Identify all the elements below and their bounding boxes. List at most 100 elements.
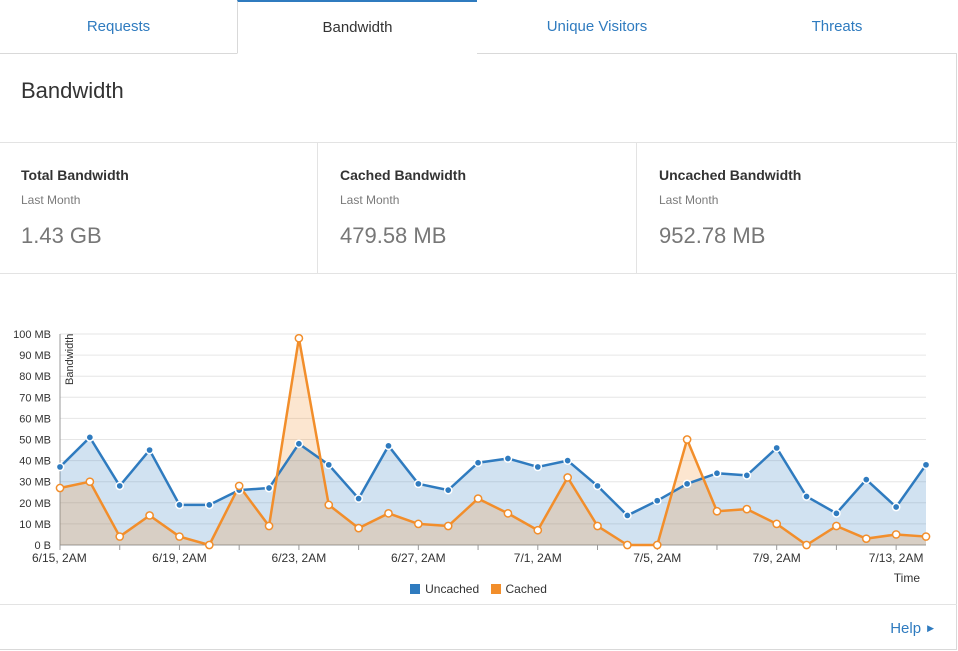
uncached-line: [59, 436, 928, 517]
y-tick-label: 0 B: [34, 540, 51, 552]
y-tick-label: 20 MB: [19, 498, 51, 510]
stat-period: Last Month: [21, 193, 81, 207]
divider: [0, 604, 957, 605]
uncached-point: [55, 462, 65, 472]
uncached-area: [60, 437, 926, 545]
cached-point: [473, 494, 483, 503]
cached-point: [891, 530, 901, 539]
legend-label: Uncached: [425, 582, 480, 596]
uncached-point: [175, 500, 184, 510]
uncached-point: [682, 479, 692, 489]
cached-point: [921, 532, 931, 541]
uncached-point: [861, 475, 871, 484]
cached-point: [85, 477, 95, 487]
uncached-point: [623, 511, 632, 520]
uncached-point: [384, 441, 393, 451]
chart-legend: Uncached Cached: [0, 582, 957, 597]
help-link[interactable]: Help ▶: [890, 620, 934, 637]
x-axis-title: Time: [894, 571, 921, 585]
x-tick-label: 7/5, 2AM: [633, 551, 681, 565]
help-label: Help: [890, 620, 922, 637]
y-tick-label: 10 MB: [19, 519, 51, 531]
uncached-point: [324, 460, 334, 470]
section-title: Bandwidth: [21, 78, 124, 103]
uncached-point: [712, 468, 722, 478]
stat-uncached-bandwidth: Uncached Bandwidth Last Month 952.78 MB: [638, 143, 957, 273]
stat-value: 479.58 MB: [340, 223, 447, 248]
y-tick-label: 30 MB: [19, 477, 51, 489]
uncached-point: [443, 485, 453, 495]
y-tick-label: 50 MB: [19, 435, 51, 447]
cached-point: [115, 532, 125, 541]
divider: [636, 143, 637, 273]
y-tick-label: 80 MB: [19, 371, 51, 383]
tab-unique-visitors[interactable]: Unique Visitors: [477, 0, 718, 54]
stat-total-bandwidth: Total Bandwidth Last Month 1.43 GB: [0, 143, 317, 273]
cached-point: [832, 521, 841, 531]
cached-point: [145, 511, 154, 520]
cached-point: [652, 540, 662, 550]
uncached-point: [593, 481, 602, 491]
uncached-point: [85, 433, 95, 442]
cached-point: [503, 508, 513, 518]
x-tick-label: 7/13, 2AM: [869, 551, 924, 565]
uncached-point: [294, 439, 304, 449]
cached-point: [682, 435, 692, 444]
cached-swatch-icon: [490, 584, 501, 594]
y-tick-label: 100 MB: [13, 329, 51, 341]
stat-label: Uncached Bandwidth: [659, 167, 802, 183]
cached-point: [443, 521, 453, 531]
cached-point: [623, 540, 632, 550]
uncached-point: [891, 502, 901, 512]
uncached-point: [742, 471, 752, 480]
stat-cached-bandwidth: Cached Bandwidth Last Month 479.58 MB: [319, 143, 636, 273]
cached-point: [861, 534, 871, 544]
cached-point: [294, 333, 304, 343]
uncached-point: [503, 454, 513, 463]
cached-point: [712, 506, 722, 516]
uncached-point: [921, 460, 931, 470]
cached-point: [772, 519, 782, 529]
legend-item-cached[interactable]: Cached: [490, 582, 547, 596]
stat-value: 1.43 GB: [21, 223, 102, 248]
cached-point: [563, 473, 573, 482]
legend-item-uncached[interactable]: Uncached: [410, 582, 479, 596]
uncached-point: [204, 500, 214, 510]
stat-period: Last Month: [340, 193, 400, 207]
cached-point: [354, 523, 363, 533]
y-axis-title: Bandwidth: [64, 334, 76, 385]
x-tick-label: 6/15, 2AM: [32, 551, 87, 565]
cached-point: [204, 540, 214, 550]
tab-bandwidth[interactable]: Bandwidth: [237, 0, 478, 54]
divider: [0, 142, 957, 143]
x-tick-label: 7/9, 2AM: [753, 551, 801, 565]
cached-point: [55, 483, 65, 493]
cached-point: [742, 504, 752, 514]
uncached-point: [563, 456, 573, 465]
cached-line: [59, 336, 927, 547]
tab-threats[interactable]: Threats: [717, 0, 957, 54]
uncached-point: [354, 494, 363, 503]
cached-point: [413, 519, 423, 529]
uncached-swatch-icon: [410, 584, 421, 594]
cached-point: [533, 525, 543, 535]
uncached-point: [413, 479, 423, 489]
tab-requests[interactable]: Requests: [0, 0, 238, 54]
uncached-point: [772, 443, 782, 453]
divider: [0, 273, 957, 274]
cached-point: [384, 508, 393, 518]
legend-label: Cached: [505, 582, 547, 596]
caret-right-icon: ▶: [927, 623, 934, 633]
stat-value: 952.78 MB: [659, 223, 766, 248]
bandwidth-chart: Bandwidth Time 0 B 10 MB 20 MB 30 MB 40 MB 50…: [13, 329, 931, 585]
uncached-point: [264, 483, 274, 493]
x-tick-label: 6/19, 2AM: [152, 551, 207, 565]
stat-label: Total Bandwidth: [21, 167, 129, 183]
cached-point: [324, 500, 334, 510]
y-tick-label: 60 MB: [19, 413, 51, 425]
stat-label: Cached Bandwidth: [340, 167, 467, 183]
uncached-point: [473, 458, 483, 468]
y-tick-label: 70 MB: [19, 392, 51, 404]
uncached-point: [533, 462, 543, 472]
